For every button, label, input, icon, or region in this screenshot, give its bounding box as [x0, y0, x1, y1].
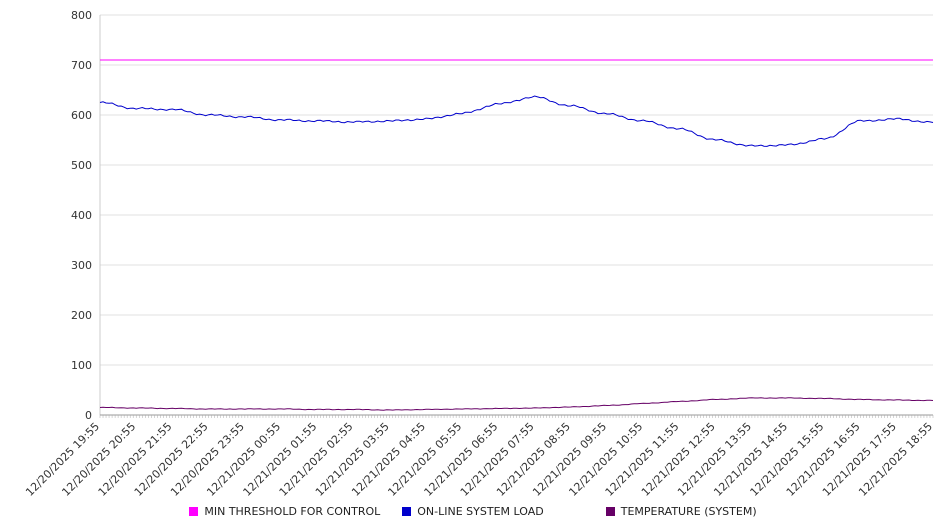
y-axis-label: 800: [71, 9, 92, 22]
legend-label: TEMPERATURE (SYSTEM): [620, 504, 757, 518]
chart-legend: MIN THRESHOLD FOR CONTROL ON-LINE SYSTEM …: [0, 496, 946, 526]
y-axis-label: 300: [71, 259, 92, 272]
y-axis-label: 100: [71, 359, 92, 372]
y-axis-label: 700: [71, 59, 92, 72]
y-axis-label: 600: [71, 109, 92, 122]
series-line-1: [99, 95, 934, 147]
legend-swatch-icon: [189, 506, 199, 516]
y-axis-label: 0: [85, 409, 92, 422]
legend-swatch-icon: [402, 506, 412, 516]
legend-label: MIN THRESHOLD FOR CONTROL: [204, 504, 381, 518]
legend-item: ON-LINE SYSTEM LOAD: [402, 504, 544, 518]
legend-item: TEMPERATURE (SYSTEM): [605, 504, 757, 518]
series-line-2: [99, 397, 934, 411]
y-axis-label: 400: [71, 209, 92, 222]
y-axis-label: 200: [71, 309, 92, 322]
legend-swatch-icon: [605, 506, 615, 516]
legend-label: ON-LINE SYSTEM LOAD: [417, 504, 544, 518]
y-axis-label: 500: [71, 159, 92, 172]
legend-item: MIN THRESHOLD FOR CONTROL: [189, 505, 380, 518]
